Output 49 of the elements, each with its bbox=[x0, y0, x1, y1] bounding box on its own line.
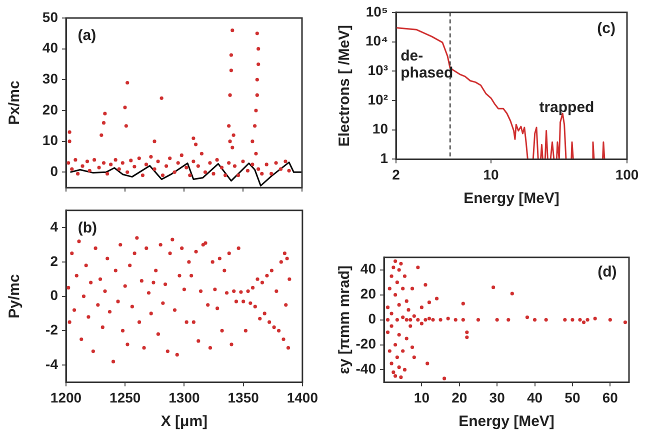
y-tick-label: 10² bbox=[368, 91, 388, 108]
x-tick-label: 1350 bbox=[228, 389, 260, 406]
y-tick-label: 2 bbox=[50, 252, 58, 269]
y-tick-label: 1 bbox=[380, 150, 388, 166]
x-tick-label: 60 bbox=[602, 389, 618, 406]
y-tick-label: -20 bbox=[356, 336, 376, 352]
y-tick-label: 0 bbox=[368, 310, 376, 327]
y-tick-label: 10 bbox=[372, 120, 388, 137]
x-tick-label: 30 bbox=[489, 389, 506, 406]
y-tick-label: -4 bbox=[46, 356, 58, 372]
y-tick-label: 0 bbox=[50, 287, 58, 304]
annotation: de- phased bbox=[400, 48, 454, 82]
x-tick-label: 1250 bbox=[110, 389, 141, 406]
y-tick-label: -40 bbox=[356, 360, 376, 377]
annotation: (b) bbox=[78, 219, 97, 236]
y-tick-label: 20 bbox=[42, 101, 58, 118]
y-axis-title: Electrons [ /MeV] bbox=[336, 24, 354, 147]
y-axis-title: Py/mc bbox=[6, 274, 24, 318]
x-tick-label: 50 bbox=[564, 389, 580, 406]
x-tick-label: 1200 bbox=[50, 389, 82, 406]
y-tick-label: -2 bbox=[46, 322, 58, 338]
y-axis-title: εy [πmm mrad] bbox=[336, 265, 354, 374]
y-tick-label: 10 bbox=[42, 132, 58, 148]
x-tick-label: 1300 bbox=[168, 389, 200, 406]
x-axis-title: Energy [MeV] bbox=[458, 413, 554, 430]
annotation: (d) bbox=[598, 264, 617, 281]
y-axis-title: Px/mc bbox=[6, 80, 24, 125]
y-tick-label: 10³ bbox=[368, 62, 388, 78]
x-axis-title: X [μm] bbox=[160, 413, 208, 430]
x-tick-label: 20 bbox=[452, 389, 468, 406]
y-tick-label: 40 bbox=[42, 40, 58, 56]
x-tick-label: 2 bbox=[392, 166, 400, 182]
x-axis-title: Energy [MeV] bbox=[464, 190, 560, 208]
annotation: trapped bbox=[539, 99, 594, 116]
y-tick-label: 10⁴ bbox=[366, 32, 388, 49]
y-tick-label: 0 bbox=[50, 163, 58, 180]
x-tick-label: 10 bbox=[414, 389, 430, 406]
x-tick-label: 1400 bbox=[286, 389, 318, 406]
y-tick-label: 40 bbox=[360, 260, 376, 277]
y-tick-label: 20 bbox=[360, 286, 376, 302]
x-tick-label: 10 bbox=[483, 166, 500, 182]
annotation: (a) bbox=[78, 26, 96, 44]
annotation: (c) bbox=[597, 20, 616, 37]
y-tick-label: 4 bbox=[50, 218, 58, 234]
y-tick-label: 10⁵ bbox=[366, 3, 388, 20]
y-tick-label: 30 bbox=[42, 70, 58, 87]
y-tick-label: 50 bbox=[42, 8, 58, 25]
x-tick-label: 40 bbox=[526, 389, 543, 406]
x-tick-label: 100 bbox=[615, 166, 639, 182]
